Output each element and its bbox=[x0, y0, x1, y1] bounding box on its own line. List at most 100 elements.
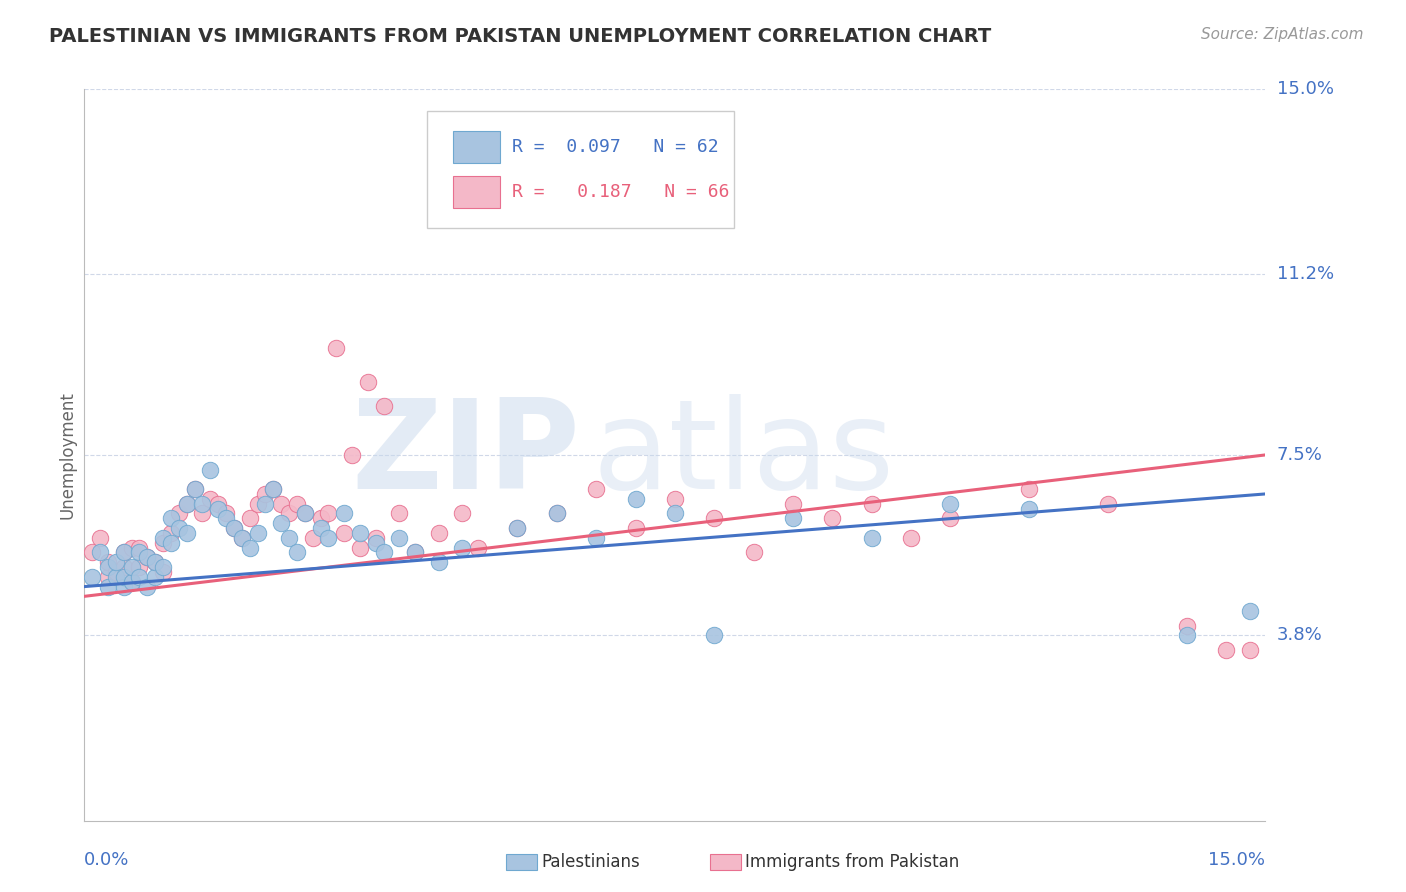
Point bbox=[467, 189, 489, 203]
Point bbox=[357, 375, 380, 389]
Point bbox=[373, 545, 395, 559]
Point bbox=[900, 531, 922, 545]
Point bbox=[782, 511, 804, 525]
Text: atlas: atlas bbox=[592, 394, 894, 516]
Point bbox=[664, 507, 686, 521]
Point bbox=[104, 565, 127, 579]
Point bbox=[82, 570, 104, 584]
Point bbox=[128, 541, 150, 555]
Point bbox=[349, 525, 371, 540]
Point bbox=[301, 531, 323, 545]
Point bbox=[121, 560, 143, 574]
Point bbox=[278, 507, 301, 521]
Point bbox=[112, 545, 135, 559]
Text: PALESTINIAN VS IMMIGRANTS FROM PAKISTAN UNEMPLOYMENT CORRELATION CHART: PALESTINIAN VS IMMIGRANTS FROM PAKISTAN … bbox=[49, 27, 991, 45]
Point bbox=[1239, 604, 1261, 618]
Point bbox=[364, 535, 387, 549]
Point bbox=[388, 531, 411, 545]
FancyBboxPatch shape bbox=[453, 176, 501, 208]
Point bbox=[143, 555, 166, 569]
Point bbox=[239, 511, 262, 525]
Point bbox=[121, 574, 143, 589]
Point bbox=[176, 497, 198, 511]
Point bbox=[121, 574, 143, 589]
Text: 0.0%: 0.0% bbox=[84, 851, 129, 869]
Point bbox=[585, 482, 607, 496]
Point bbox=[318, 507, 340, 521]
Point bbox=[939, 511, 962, 525]
Point bbox=[121, 541, 143, 555]
Point bbox=[270, 516, 292, 531]
Point bbox=[254, 497, 277, 511]
Point bbox=[160, 511, 183, 525]
Point bbox=[325, 341, 347, 355]
Text: Palestinians: Palestinians bbox=[541, 853, 640, 871]
Point bbox=[200, 491, 222, 506]
Point bbox=[167, 507, 190, 521]
Point bbox=[664, 491, 686, 506]
Point bbox=[183, 482, 205, 496]
FancyBboxPatch shape bbox=[453, 131, 501, 163]
Point bbox=[152, 535, 174, 549]
Point bbox=[333, 507, 356, 521]
Point bbox=[427, 555, 450, 569]
Point bbox=[262, 482, 284, 496]
Point bbox=[152, 560, 174, 574]
Point bbox=[176, 525, 198, 540]
Point bbox=[82, 545, 104, 559]
Text: Immigrants from Pakistan: Immigrants from Pakistan bbox=[745, 853, 959, 871]
Point bbox=[97, 570, 120, 584]
Point bbox=[152, 565, 174, 579]
Point bbox=[939, 497, 962, 511]
Text: R =   0.187   N = 66: R = 0.187 N = 66 bbox=[512, 183, 730, 202]
Point bbox=[97, 555, 120, 569]
Point bbox=[143, 555, 166, 569]
Point bbox=[200, 462, 222, 476]
Point bbox=[112, 570, 135, 584]
Point bbox=[207, 501, 229, 516]
Point bbox=[821, 511, 844, 525]
Point bbox=[333, 525, 356, 540]
Point bbox=[294, 507, 316, 521]
Point bbox=[860, 497, 883, 511]
Point bbox=[176, 497, 198, 511]
Point bbox=[89, 531, 111, 545]
Point bbox=[97, 580, 120, 594]
Point bbox=[239, 541, 262, 555]
Point bbox=[136, 580, 159, 594]
Point bbox=[309, 521, 332, 535]
Point bbox=[215, 507, 238, 521]
Point bbox=[191, 497, 214, 511]
Point bbox=[160, 535, 183, 549]
Point bbox=[136, 550, 159, 565]
Point bbox=[703, 511, 725, 525]
Point bbox=[388, 507, 411, 521]
Point bbox=[1018, 501, 1040, 516]
Point bbox=[104, 555, 127, 569]
Point bbox=[506, 521, 529, 535]
Point bbox=[349, 541, 371, 555]
Point bbox=[404, 545, 426, 559]
Point bbox=[246, 525, 269, 540]
Point bbox=[703, 628, 725, 642]
Point bbox=[624, 521, 647, 535]
Point bbox=[467, 541, 489, 555]
Point bbox=[742, 545, 765, 559]
Point bbox=[1175, 618, 1198, 632]
Point bbox=[506, 521, 529, 535]
Point bbox=[160, 525, 183, 540]
Point bbox=[1097, 497, 1119, 511]
Point bbox=[112, 545, 135, 559]
Point bbox=[89, 545, 111, 559]
Point bbox=[373, 399, 395, 413]
Text: R =  0.097   N = 62: R = 0.097 N = 62 bbox=[512, 138, 718, 156]
Point bbox=[451, 541, 474, 555]
Point bbox=[585, 531, 607, 545]
Point bbox=[143, 570, 166, 584]
Text: 11.2%: 11.2% bbox=[1277, 266, 1334, 284]
Point bbox=[231, 531, 253, 545]
Point bbox=[1018, 482, 1040, 496]
Point bbox=[104, 570, 127, 584]
Point bbox=[246, 497, 269, 511]
Point bbox=[285, 545, 308, 559]
